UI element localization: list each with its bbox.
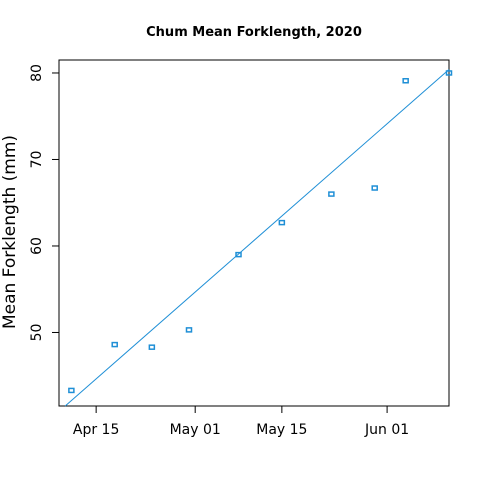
data-point: [328, 191, 335, 197]
chart-title: Chum Mean Forklength, 2020: [146, 25, 362, 40]
y-tick-label: 80: [29, 64, 45, 82]
x-axis: Apr 15 May 01 May 15 Jun 01: [73, 406, 409, 438]
y-tick-label: 60: [29, 237, 45, 255]
data-point: [148, 344, 156, 350]
y-tick-label: 50: [29, 324, 45, 342]
data-points: [68, 70, 453, 394]
data-point: [445, 70, 453, 76]
x-tick-label: Apr 15: [73, 422, 119, 438]
data-point: [185, 327, 193, 333]
data-point: [68, 387, 75, 394]
trend-line: [64, 69, 450, 407]
trend-line-group: [64, 69, 450, 407]
y-axis-label: Mean Forklength (mm): [0, 135, 20, 329]
y-axis: 50 60 70 80: [29, 64, 59, 341]
data-point: [402, 78, 409, 84]
x-tick-label: Jun 01: [364, 422, 409, 438]
y-tick-label: 70: [29, 151, 45, 169]
data-point: [371, 185, 378, 191]
data-point: [278, 219, 286, 226]
data-point: [235, 251, 242, 258]
data-point: [111, 341, 118, 348]
x-tick-label: May 01: [170, 422, 221, 438]
plot-box: [58, 59, 450, 407]
x-tick-label: May 15: [256, 422, 307, 438]
